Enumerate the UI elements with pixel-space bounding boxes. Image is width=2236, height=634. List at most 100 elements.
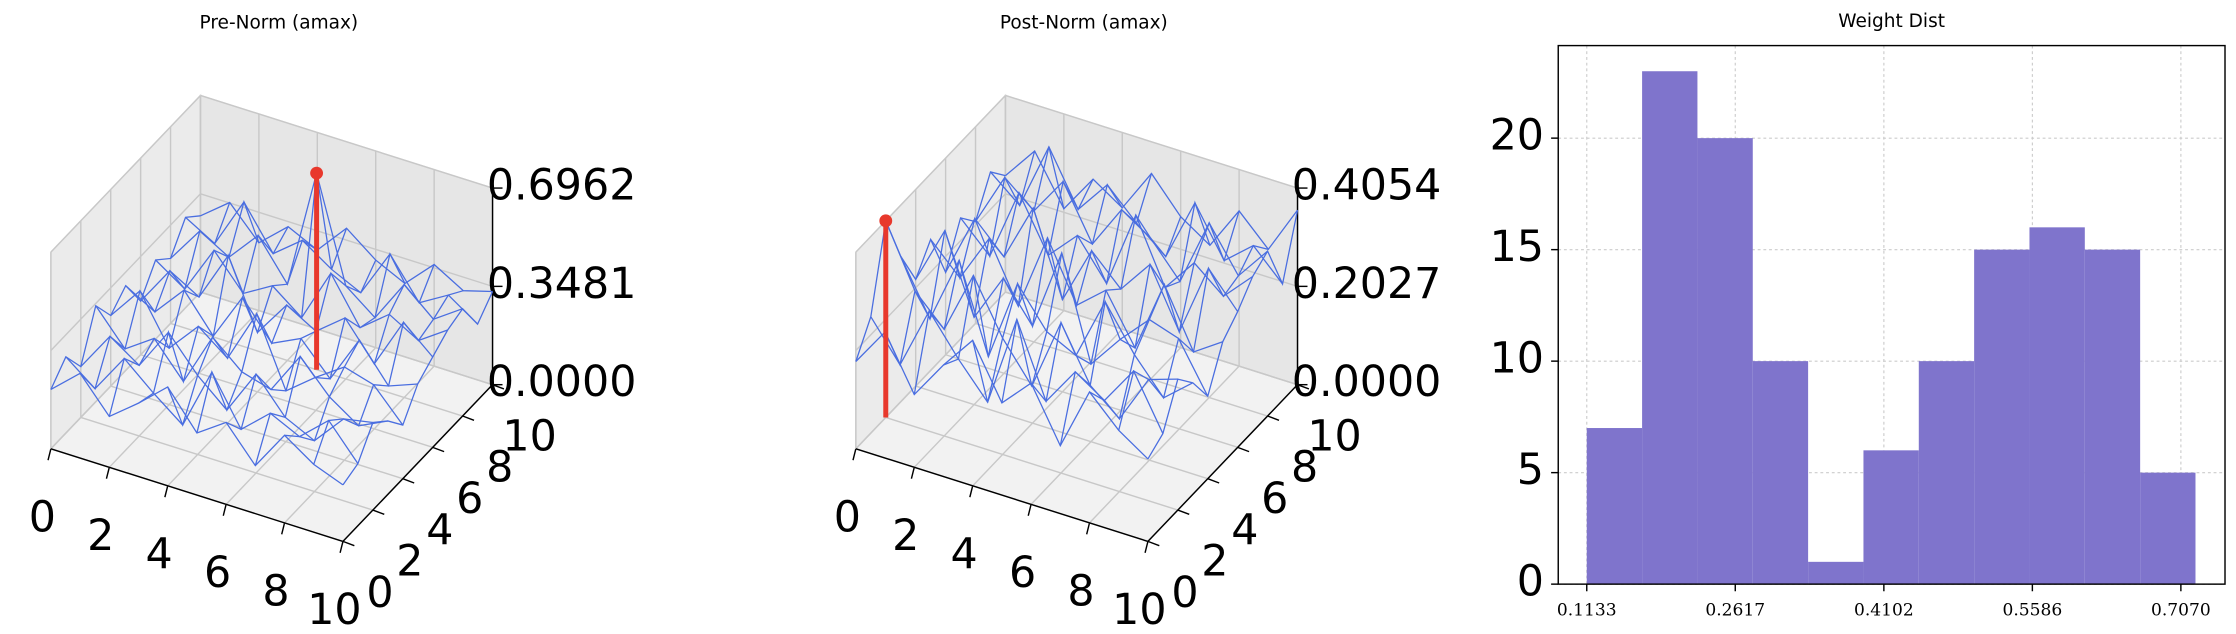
x-tick xyxy=(852,448,857,461)
chart-title: Weight Dist xyxy=(1838,11,1945,32)
wire-column xyxy=(342,291,494,486)
x-tick-label: 10 xyxy=(307,585,361,634)
wire-column xyxy=(1001,173,1153,404)
x-tick xyxy=(339,541,344,553)
y-tick xyxy=(1267,415,1280,421)
x-tick-label: 2 xyxy=(892,511,919,561)
x-tick xyxy=(910,467,915,479)
x-tick-label: 2 xyxy=(87,511,114,561)
y-tick-label: 6 xyxy=(456,474,483,524)
bar xyxy=(2140,472,2196,585)
z-tick-label: 0.6962 xyxy=(487,161,637,211)
x-tick-label: 4 xyxy=(146,530,173,580)
wire-column xyxy=(79,202,231,390)
y-tick xyxy=(1147,540,1160,547)
y-tick-label: 4 xyxy=(1231,505,1258,555)
grid-line xyxy=(855,193,1006,351)
y-tick-label: 0 xyxy=(1517,557,1544,607)
wire-column xyxy=(943,178,1094,366)
wire-column xyxy=(1147,209,1299,460)
x-tick xyxy=(47,448,52,461)
wire-column xyxy=(884,150,1036,367)
z-tick-label: 0.2027 xyxy=(1292,259,1442,309)
wire-row xyxy=(1005,149,1299,251)
grid-line xyxy=(972,328,1123,487)
plot-frame xyxy=(1557,44,2226,585)
y-tick-label: 8 xyxy=(1291,443,1318,493)
y-tick-label: 0 xyxy=(366,568,393,618)
y-tick xyxy=(462,415,475,421)
bar xyxy=(1697,138,1753,585)
bar xyxy=(1918,361,1975,585)
bar xyxy=(2084,249,2141,585)
x-tick xyxy=(164,485,169,498)
grid-line xyxy=(1088,365,1240,524)
y-axis xyxy=(1147,384,1299,542)
y-tick xyxy=(1237,446,1250,453)
chart-title: Pre-Norm (amax) xyxy=(200,12,359,33)
x-tick-label: 8 xyxy=(1067,567,1094,617)
y-tick xyxy=(1207,478,1220,484)
bar xyxy=(1586,428,1643,585)
grid-line xyxy=(1005,94,1298,189)
wire-column xyxy=(108,199,260,417)
wire-column xyxy=(50,215,201,390)
bar xyxy=(2029,227,2085,585)
wire-column xyxy=(1118,244,1269,431)
grid-line xyxy=(50,193,201,351)
z-tick-label: 0.0000 xyxy=(1292,357,1442,407)
grid-line xyxy=(140,354,433,449)
chart-title: Post-Norm (amax) xyxy=(1000,12,1168,33)
x-tick-label: 6 xyxy=(1009,548,1036,598)
grid-line xyxy=(108,310,260,468)
grid-line xyxy=(913,310,1065,468)
wire-column xyxy=(196,173,348,434)
x-tick xyxy=(1085,522,1091,535)
grid-line xyxy=(167,328,318,487)
y-tick-label: 6 xyxy=(1261,474,1288,524)
wire-column xyxy=(913,146,1065,395)
grid-line xyxy=(80,416,374,511)
wire-column xyxy=(167,239,318,427)
y-tick xyxy=(402,478,415,484)
grid-line xyxy=(284,365,435,524)
grid-line xyxy=(945,354,1238,449)
y-tick-label: 5 xyxy=(1517,445,1544,495)
x-tick xyxy=(105,467,110,479)
y-tick-label: 20 xyxy=(1490,111,1544,161)
grid-line xyxy=(855,94,1006,253)
wire-column xyxy=(225,259,377,431)
x-tick xyxy=(1027,504,1032,516)
x-axis xyxy=(50,448,344,543)
y-tick-label: 2 xyxy=(1201,537,1228,587)
grid-line xyxy=(50,291,201,450)
z-tick-label: 0.0000 xyxy=(487,357,637,407)
bar xyxy=(1974,249,2030,585)
x-tick-label: 0.2617 xyxy=(1705,601,1765,621)
wire-column xyxy=(138,226,289,404)
y-tick xyxy=(1177,509,1190,515)
grid-line xyxy=(1005,291,1298,386)
grid-line xyxy=(1030,347,1182,505)
x-tick xyxy=(1144,541,1149,553)
peak-marker xyxy=(310,166,324,180)
x-tick-label: 0.7070 xyxy=(2151,601,2211,621)
x-tick-label: 0.4102 xyxy=(1854,601,1914,621)
y-tick-label: 10 xyxy=(502,411,556,461)
grid-line xyxy=(915,385,1208,480)
grid-line xyxy=(885,416,1179,511)
y-tick xyxy=(432,446,445,453)
bar xyxy=(1863,450,1919,585)
x-tick-label: 4 xyxy=(951,530,978,580)
wire-column xyxy=(284,264,435,442)
x-tick-label: 10 xyxy=(1112,585,1166,634)
x-tick-label: 6 xyxy=(204,548,231,598)
wire-column xyxy=(254,252,406,466)
grid-line xyxy=(110,385,404,480)
grid-line xyxy=(200,193,493,288)
wire-column xyxy=(313,290,464,465)
wire-column xyxy=(1089,210,1240,421)
y-tick-label: 15 xyxy=(1490,222,1544,272)
z-tick-label: 0.3481 xyxy=(487,259,637,309)
